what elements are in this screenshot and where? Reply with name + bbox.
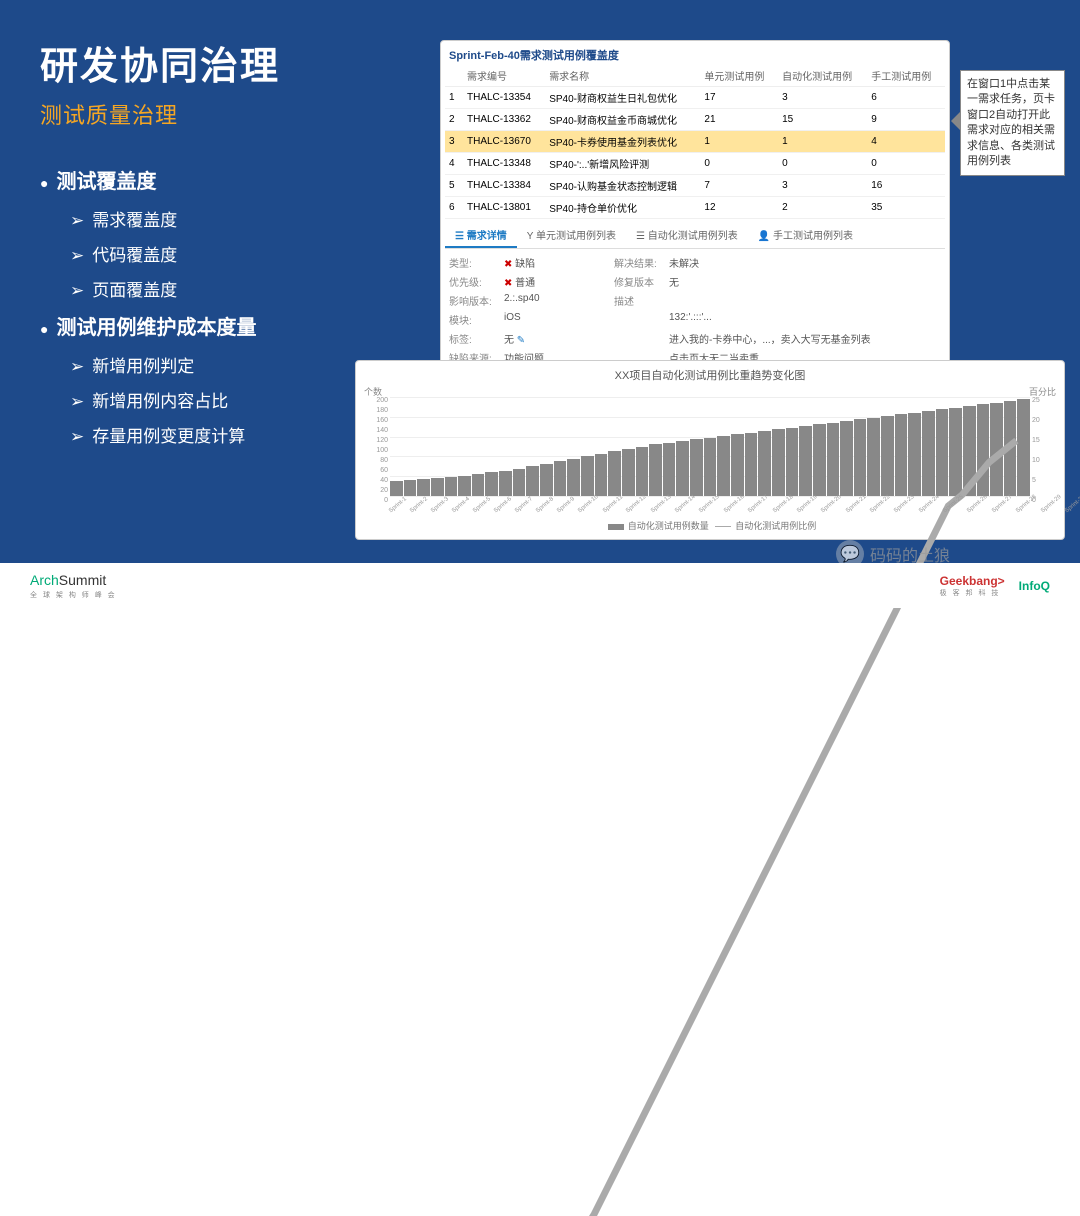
section2-head: 测试用例维护成本度量: [40, 311, 420, 340]
infoq-logo: InfoQ: [1019, 579, 1050, 593]
archsummit-sub: 全 球 架 构 师 峰 会: [30, 590, 117, 600]
archsummit-logo: ArchArchSummitSummit: [30, 572, 106, 588]
detail-tabs: ☰ 需求详情Y 单元测试用例列表☰ 自动化测试用例列表👤 手工测试用例列表: [445, 223, 945, 249]
callout-annotation: 在窗口1中点击某一需求任务，页卡窗口2自动打开此需求对应的相关需求信息、各类测试…: [960, 70, 1065, 176]
requirements-table: 需求编号需求名称单元测试用例自动化测试用例手工测试用例 1THALC-13354…: [445, 65, 945, 219]
col-需求编号: 需求编号: [463, 65, 545, 87]
tab-2[interactable]: ☰ 自动化测试用例列表: [626, 223, 748, 248]
tab-0[interactable]: ☰ 需求详情: [445, 223, 517, 248]
col-需求名称: 需求名称: [545, 65, 700, 87]
slide-title: 研发协同治理: [40, 35, 420, 90]
col-单元测试用例: 单元测试用例: [700, 65, 778, 87]
chart-title: XX项目自动化测试用例比重趋势变化图: [362, 367, 1058, 383]
panel1-title: Sprint-Feb-40需求测试用例覆盖度: [445, 45, 945, 65]
table-row[interactable]: 2THALC-13362SP40-财商权益金币商城优化21159: [445, 109, 945, 131]
table-row[interactable]: 5THALC-13384SP40-认购基金状态控制逻辑7316: [445, 175, 945, 197]
table-row[interactable]: 1THALC-13354SP40-财商权益生日礼包优化1736: [445, 87, 945, 109]
section1-head: 测试覆盖度: [40, 165, 420, 194]
tab-3[interactable]: 👤 手工测试用例列表: [748, 223, 863, 248]
table-row[interactable]: 6THALC-13801SP40-持仓单价优化12235: [445, 197, 945, 219]
footer: ArchArchSummitSummit 全 球 架 构 师 峰 会 Geekb…: [0, 563, 1080, 608]
geekbang-logo: Geekbang>: [940, 574, 1005, 588]
slide-subtitle: 测试质量治理: [40, 98, 420, 130]
col-手工测试用例: 手工测试用例: [867, 65, 945, 87]
col-: [445, 65, 463, 87]
requirements-panel: Sprint-Feb-40需求测试用例覆盖度 需求编号需求名称单元测试用例自动化…: [440, 40, 950, 414]
table-row[interactable]: 4THALC-13348SP40-':..'新增风险评测000: [445, 153, 945, 175]
col-自动化测试用例: 自动化测试用例: [778, 65, 867, 87]
section1-item-2: 页面覆盖度: [70, 276, 420, 301]
table-row[interactable]: 3THALC-13670SP40-卡券使用基金列表优化114: [445, 131, 945, 153]
tab-1[interactable]: Y 单元测试用例列表: [517, 223, 626, 248]
chart-panel: XX项目自动化测试用例比重趋势变化图 个数 百分比 20018016014012…: [355, 360, 1065, 540]
section1-item-1: 代码覆盖度: [70, 241, 420, 266]
section1-item-0: 需求覆盖度: [70, 206, 420, 231]
